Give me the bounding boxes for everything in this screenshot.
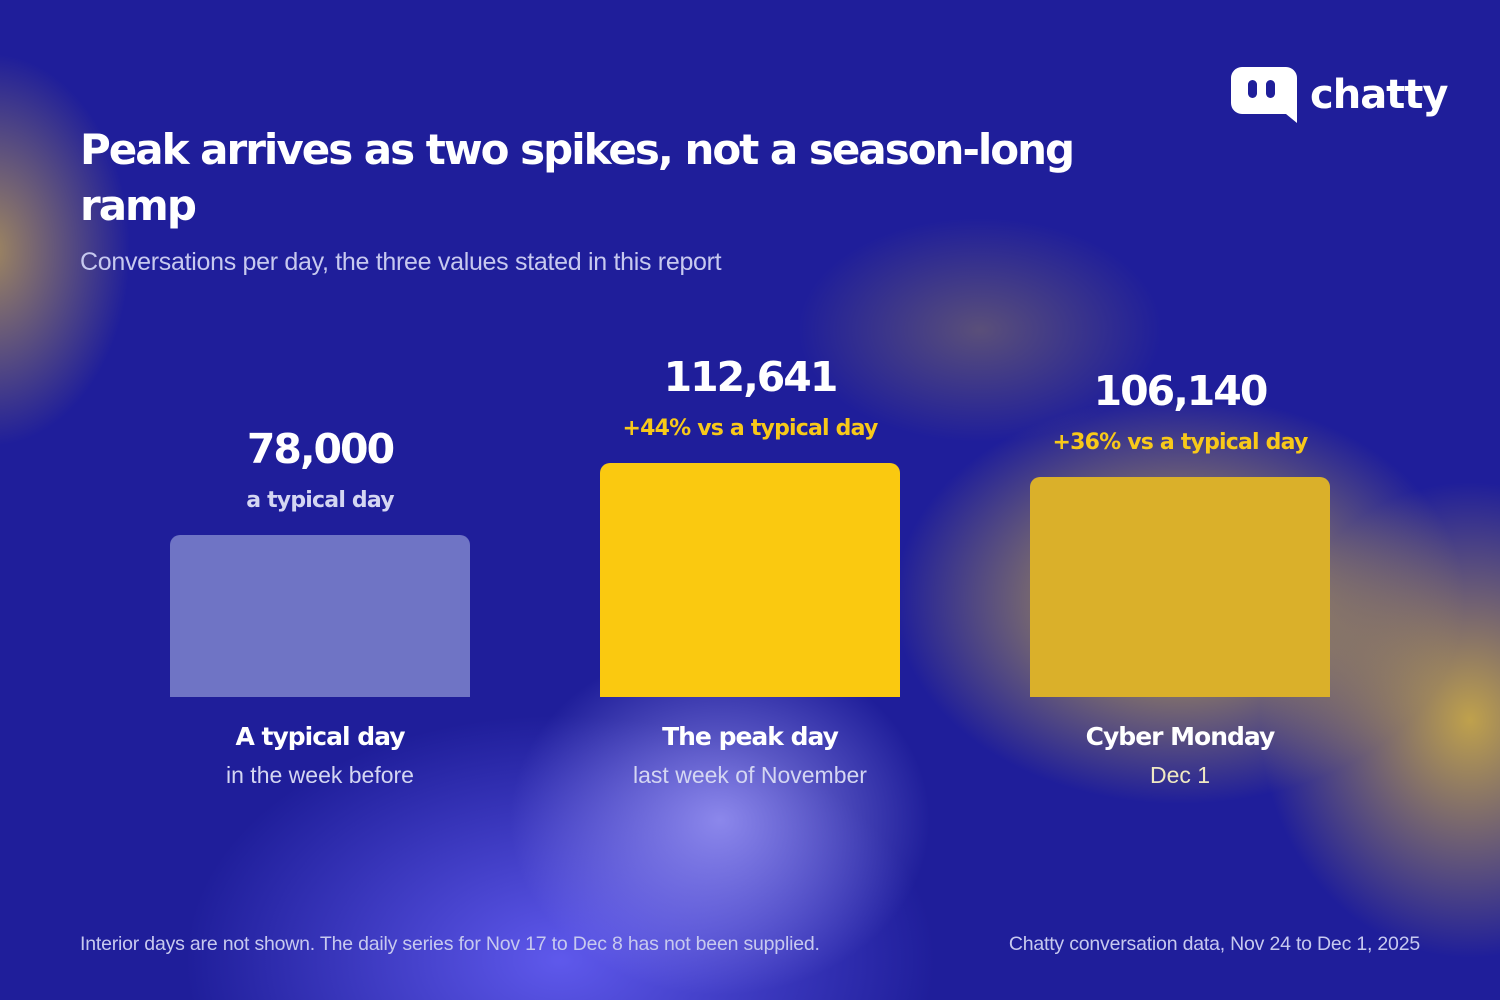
bar-note-label: +36% vs a typical day bbox=[1052, 429, 1308, 455]
bar-value-label: 78,000 bbox=[246, 425, 395, 474]
bar-value-label: 106,140 bbox=[1093, 366, 1269, 415]
bar-note-label: a typical day bbox=[246, 488, 394, 514]
footnote: Interior days are not shown. The daily s… bbox=[80, 933, 820, 955]
category-sublabel: last week of November bbox=[633, 762, 867, 788]
category-label: Cyber Monday bbox=[1085, 722, 1276, 751]
chart-subtitle: Conversations per day, the three values … bbox=[80, 248, 722, 276]
brand-logo: chatty bbox=[1230, 66, 1448, 124]
bar-value-label: 112,641 bbox=[663, 353, 839, 402]
chart-title: Peak arrives as two spikes, not a season… bbox=[80, 125, 1075, 230]
bar bbox=[1030, 476, 1330, 697]
category-sublabel: Dec 1 bbox=[1149, 762, 1211, 788]
source-note: Chatty conversation data, Nov 24 to Dec … bbox=[1008, 933, 1420, 955]
category-label: A typical day bbox=[235, 722, 405, 751]
category-label: The peak day bbox=[662, 722, 839, 751]
category-sublabel: in the week before bbox=[226, 762, 414, 788]
bar-note-label: +44% vs a typical day bbox=[622, 416, 878, 442]
bar bbox=[600, 463, 900, 697]
chat-bubble-icon bbox=[1230, 66, 1298, 124]
brand-name: chatty bbox=[1310, 72, 1448, 118]
bar bbox=[170, 535, 470, 697]
